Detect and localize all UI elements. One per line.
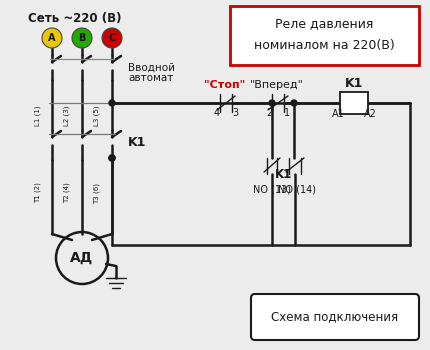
Text: Реле давления: Реле давления <box>275 18 374 30</box>
Text: АД: АД <box>71 251 94 265</box>
Circle shape <box>42 28 62 48</box>
Text: "Вперед": "Вперед" <box>250 80 304 90</box>
Text: K1: K1 <box>274 168 292 181</box>
Text: 3: 3 <box>232 108 238 118</box>
FancyBboxPatch shape <box>251 294 419 340</box>
Circle shape <box>109 100 115 106</box>
Text: T3 (6): T3 (6) <box>94 182 100 203</box>
Text: NO (14): NO (14) <box>278 184 316 194</box>
FancyBboxPatch shape <box>230 6 419 65</box>
Text: B: B <box>78 33 86 43</box>
Text: 2: 2 <box>266 108 272 118</box>
Text: C: C <box>108 33 116 43</box>
Circle shape <box>102 28 122 48</box>
Circle shape <box>72 28 92 48</box>
Text: A2: A2 <box>363 109 376 119</box>
Circle shape <box>109 155 115 161</box>
Text: A1: A1 <box>332 109 344 119</box>
Text: K1: K1 <box>128 136 146 149</box>
Text: A: A <box>48 33 56 43</box>
Text: Схема подключения: Схема подключения <box>271 310 399 323</box>
Circle shape <box>269 100 275 106</box>
Text: L1 (1): L1 (1) <box>35 106 41 126</box>
Circle shape <box>291 100 297 106</box>
Text: Сеть ~220 (В): Сеть ~220 (В) <box>28 12 122 25</box>
Text: автомат: автомат <box>128 73 173 83</box>
Text: NO (13): NO (13) <box>253 184 291 194</box>
Text: L2 (3): L2 (3) <box>64 106 70 126</box>
FancyBboxPatch shape <box>340 92 368 114</box>
Text: T2 (4): T2 (4) <box>64 183 70 203</box>
Text: Вводной: Вводной <box>128 63 175 73</box>
Text: "Стоп": "Стоп" <box>204 80 246 90</box>
Circle shape <box>109 155 115 161</box>
Text: T1 (2): T1 (2) <box>35 183 41 203</box>
Text: номиналом на 220(В): номиналом на 220(В) <box>254 40 395 52</box>
Text: L3 (5): L3 (5) <box>94 106 100 126</box>
Text: 1: 1 <box>284 108 290 118</box>
Text: K1: K1 <box>345 77 363 90</box>
Text: 4: 4 <box>214 108 220 118</box>
